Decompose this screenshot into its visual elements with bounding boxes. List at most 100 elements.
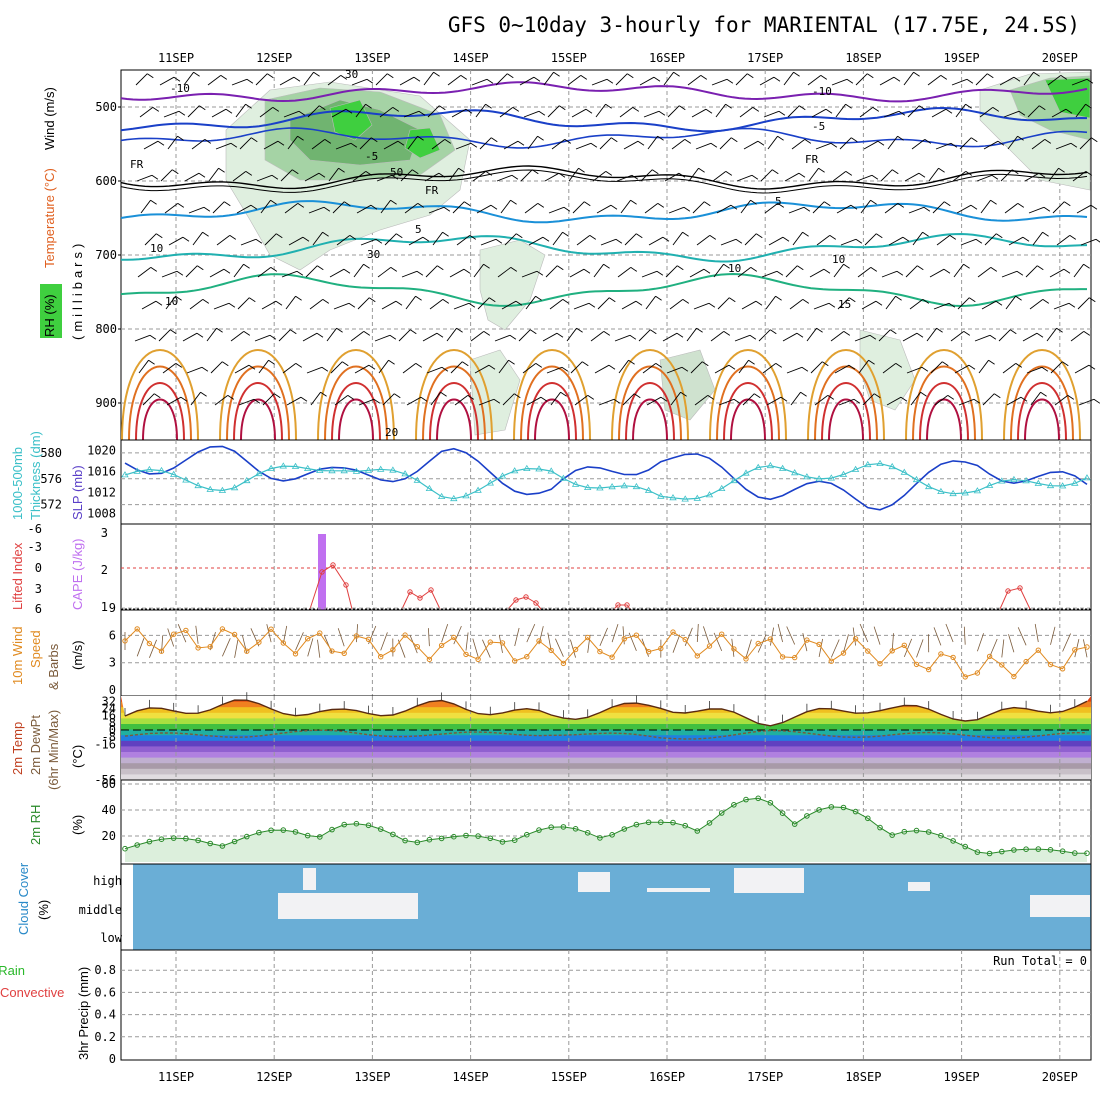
wind-barb: [380, 199, 391, 214]
wind-barb-flag: [319, 105, 326, 111]
cloud-level-low: low: [100, 931, 122, 945]
wind-barb: [520, 169, 533, 182]
wind-barb: [406, 396, 422, 406]
wind-barb-flag: [628, 359, 635, 365]
wind-barb-flag: [508, 359, 515, 365]
surface-barb: [818, 638, 823, 657]
wind-barb-flag: [827, 395, 835, 400]
wind-barb-flag: [871, 174, 879, 180]
wind-barb: [882, 363, 897, 374]
wind-barb-flag: [682, 231, 689, 237]
rh-marker: [718, 810, 725, 816]
rh-marker: [1059, 848, 1066, 855]
wind-barb-flag: [200, 391, 207, 397]
wind-barb-flag: [1044, 139, 1052, 144]
wind-barb: [974, 334, 991, 342]
wind-barb: [863, 140, 879, 150]
temp-band: [121, 712, 1091, 719]
rh-marker: [706, 820, 713, 826]
wind-barb: [255, 73, 268, 86]
wind-barb: [502, 393, 515, 406]
wind-barb: [999, 76, 1015, 86]
wind-barb: [182, 332, 198, 342]
wind-barb-flag: [658, 110, 666, 116]
wind-barb: [1022, 332, 1038, 342]
wind-barb-flag: [940, 75, 948, 80]
wind-barb: [858, 359, 869, 374]
wind-barb-flag: [562, 231, 569, 237]
wind-barb-flag: [338, 167, 345, 173]
surface-contour: [429, 382, 479, 441]
wind-barb-flag: [416, 270, 424, 276]
wind-barb: [816, 235, 831, 246]
wind-barb-flag: [1042, 231, 1049, 237]
wind-barb: [523, 110, 540, 118]
thickness-marker: [364, 466, 373, 473]
surface-barb: [482, 639, 491, 658]
wind-barb-flag: [148, 359, 155, 365]
surface-barb: [770, 627, 774, 646]
wind-barb-flag: [348, 302, 356, 308]
wind-barb-flag: [290, 329, 297, 335]
wind-barb-flag: [707, 395, 715, 400]
wind-barb-flag: [780, 396, 788, 402]
wind-barb: [333, 302, 350, 310]
temperature-contour: [120, 272, 1087, 308]
thickness-marker: [194, 481, 202, 489]
wind-barb-flag: [336, 327, 343, 333]
thickness-marker: [1058, 482, 1067, 489]
surface-contour: [317, 349, 395, 441]
wind-barb: [760, 169, 773, 182]
wind-barb: [446, 327, 457, 342]
rh-marker: [487, 835, 494, 842]
wind-ticks: 9 6 3 0: [109, 601, 116, 697]
wind-barb: [736, 174, 753, 182]
wind-barb: [807, 75, 822, 86]
wind-barb: [639, 76, 655, 86]
rh-marker: [134, 842, 140, 848]
rh-marker: [767, 800, 774, 806]
wind-barb: [548, 206, 565, 214]
wind-barb: [862, 393, 875, 406]
wind-barb: [184, 172, 200, 182]
wind-barb: [352, 171, 367, 182]
precip-tick: 0.4: [94, 1008, 116, 1022]
rh-markers: [122, 795, 1090, 857]
wind-barb-flag: [868, 359, 875, 365]
cloud-block: [278, 893, 418, 919]
wind-barb: [1073, 263, 1084, 278]
rh-marker: [341, 821, 348, 828]
cloud-panel: high middle low Cloud Cover (%): [16, 862, 1092, 951]
rh-marker: [865, 815, 871, 822]
wind-barb: [160, 169, 173, 182]
wind-barb: [720, 238, 737, 246]
wind-barb: [168, 236, 184, 246]
wind-barb: [718, 398, 735, 406]
wind-barb: [573, 302, 590, 310]
wind-barb: [353, 263, 364, 278]
surface-barb: [903, 638, 913, 658]
rh-marker: [353, 820, 360, 827]
thickness-marker: [462, 492, 470, 499]
wind-barb-flag: [796, 332, 804, 338]
wind-barb-flag: [343, 268, 351, 274]
wind-barb-flag: [440, 391, 447, 397]
temp-band: [121, 735, 1091, 742]
wind-marker: [317, 630, 323, 636]
thickness-slp-panel: 580 576 572 1020 1016 1012 1008 1000-500mb Thi…: [10, 431, 1092, 525]
wind-barb-flag: [156, 233, 163, 239]
precip-label-2: Convective: [0, 985, 64, 1000]
wind-barb-flag: [585, 108, 593, 114]
wind-barb-flag: [268, 359, 275, 365]
wind-marker: [378, 654, 384, 660]
temp-band: [121, 740, 1091, 747]
wind-barb-flag: [869, 334, 877, 340]
wind-barb-flag: [537, 203, 545, 208]
wind-marker: [572, 646, 579, 653]
wind-barb: [1077, 297, 1090, 310]
temperature-contour: [120, 127, 1088, 149]
cape-tick: 2: [101, 563, 108, 577]
wind-marker: [633, 632, 640, 638]
wind-barb: [1002, 363, 1017, 374]
